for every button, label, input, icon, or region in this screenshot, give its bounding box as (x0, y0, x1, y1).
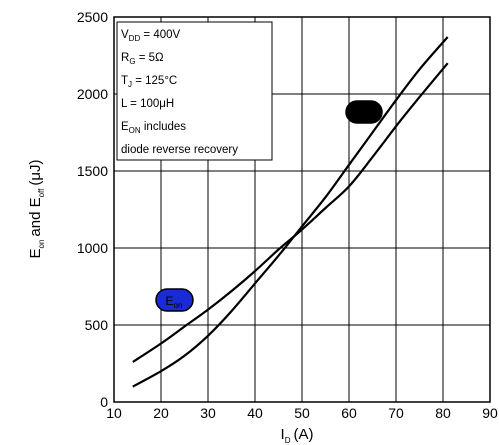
eoff-series-label: Eoff (345, 100, 383, 124)
x-tick-label: 40 (247, 405, 263, 421)
x-tick-label: 30 (200, 405, 216, 421)
condition-rg: RG = 5Ω (121, 52, 164, 66)
x-axis-label: ID (A) (281, 426, 314, 445)
tick-labels: 10 20 30 40 50 60 70 80 90 0 500 1000 1500 2000 2500 (77, 9, 498, 421)
y-tick-label: 1500 (77, 163, 108, 179)
condition-diode-note: diode reverse recovery (121, 144, 238, 156)
x-tick-label: 80 (435, 405, 451, 421)
eoff-curve (132, 62, 449, 363)
x-tick-label: 20 (153, 405, 169, 421)
plot-frame (113, 16, 491, 403)
y-tick-label: 0 (100, 394, 108, 410)
condition-eon-note: EON includes (121, 121, 186, 135)
y-tick-label: 1000 (77, 240, 108, 256)
grid (113, 16, 491, 403)
x-tick-label: 50 (294, 405, 310, 421)
y-axis-label: Eonand Eoff(μJ) (27, 159, 46, 258)
y-tick-label: 2500 (77, 9, 108, 25)
eon-series-label: Eon (155, 288, 194, 312)
y-tick-label: 2000 (77, 86, 108, 102)
eon-curve (132, 36, 449, 388)
condition-tj: TJ = 125°C (121, 75, 177, 89)
x-tick-label: 90 (482, 405, 498, 421)
svg-text:Eon: Eon (166, 294, 183, 310)
condition-inductance: L = 100μH (121, 98, 174, 110)
y-tick-label: 500 (85, 317, 109, 333)
x-tick-label: 10 (106, 405, 122, 421)
x-tick-label: 70 (388, 405, 404, 421)
x-tick-label: 60 (341, 405, 357, 421)
condition-vdd: VDD = 400V (121, 29, 181, 43)
svg-text:Eoff: Eoff (355, 106, 373, 122)
series-lines (132, 36, 449, 388)
conditions-box: VDD = 400V RG = 5Ω TJ = 125°C L = 100μH … (116, 21, 273, 161)
